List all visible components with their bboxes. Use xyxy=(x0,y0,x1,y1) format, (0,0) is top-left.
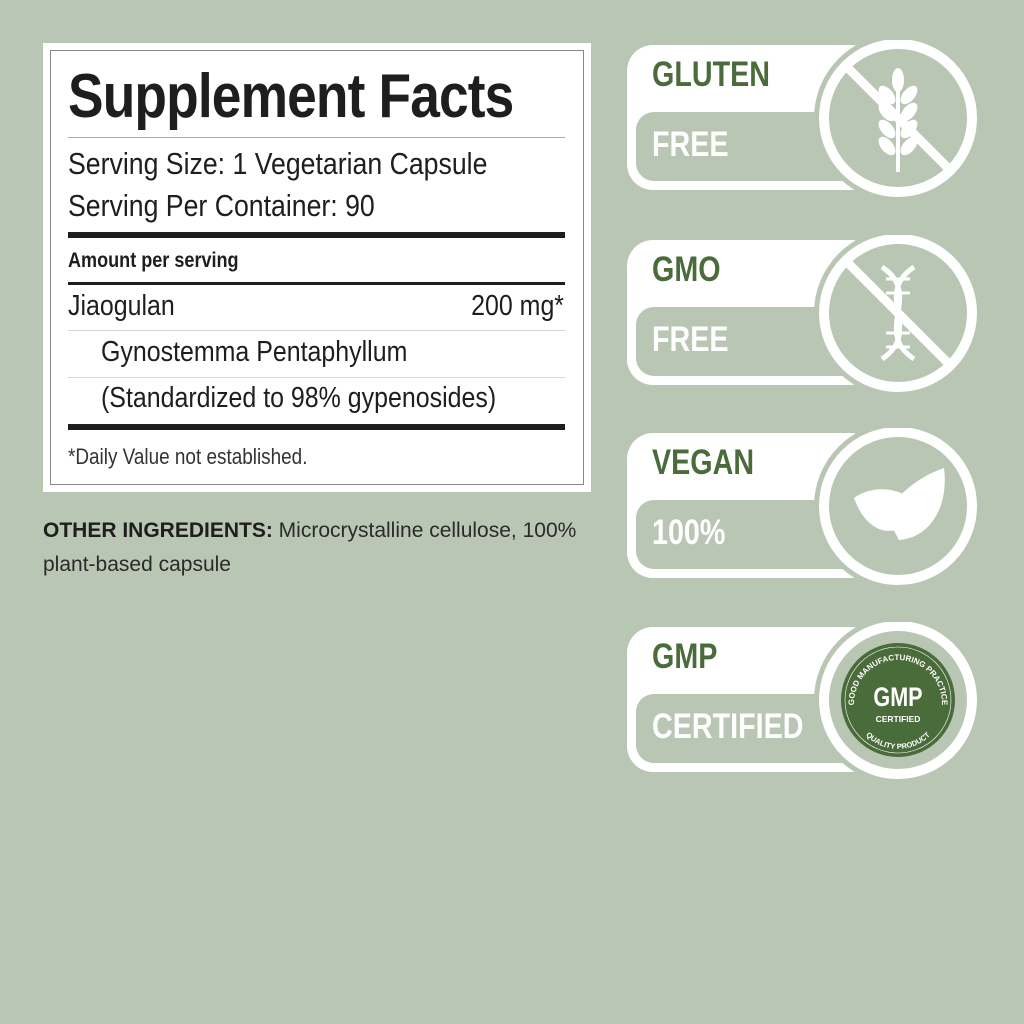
amount-header: Amount per serving xyxy=(68,249,239,272)
badge-frame xyxy=(627,40,982,200)
badge-gmp: GOOD MANUFACTURING PRACTICE QUALITY PRODU… xyxy=(624,622,984,782)
ingredient-standardization: (Standardized to 98% gypenosides) xyxy=(101,382,497,414)
facts-title: Supplement Facts xyxy=(68,62,514,131)
badge-bottom-text: 100% xyxy=(652,513,726,552)
badge-vegan: VEGAN 100% xyxy=(624,428,984,588)
badge-bottom-text: FREE xyxy=(652,125,729,164)
badge-gmo: GMO FREE xyxy=(624,235,984,395)
supplement-facts-label: Supplement Facts Serving Size: 1 Vegetar… xyxy=(43,43,591,492)
serving-size: Serving Size: 1 Vegetarian Capsule xyxy=(68,146,488,181)
servings-per-container: Serving Per Container: 90 xyxy=(68,188,375,223)
leaves-icon xyxy=(854,468,945,540)
ingredient-amount: 200 mg* xyxy=(471,290,564,322)
divider xyxy=(68,137,565,138)
no-wheat-icon xyxy=(842,62,954,174)
rule xyxy=(68,282,565,285)
seal-sub: CERTIFIED xyxy=(876,714,921,724)
badge-bottom-text: CERTIFIED xyxy=(652,707,804,746)
other-ingredients-text: Microcrystalline cellulose, 100% plant-b… xyxy=(43,519,577,576)
badge-gluten: GLUTEN FREE xyxy=(624,40,984,200)
seal-main: GMP xyxy=(873,683,922,713)
badge-bottom-text: FREE xyxy=(652,320,729,359)
footnote: *Daily Value not established. xyxy=(68,444,308,469)
thick-rule xyxy=(68,424,565,430)
label-border xyxy=(50,50,584,485)
badge-top-text: GMP xyxy=(652,637,718,676)
ingredient-name: Jiaogulan xyxy=(68,290,175,322)
badge-top-text: GLUTEN xyxy=(652,55,770,94)
divider xyxy=(68,377,565,378)
badge-frame xyxy=(627,235,982,395)
badge-top-text: GMO xyxy=(652,250,721,289)
ingredient-source: Gynostemma Pentaphyllum xyxy=(101,336,408,368)
other-ingredients: OTHER INGREDIENTS: Microcrystalline cell… xyxy=(43,514,603,582)
badge-frame xyxy=(627,428,982,588)
thick-rule xyxy=(68,232,565,238)
badge-top-text: VEGAN xyxy=(652,443,755,482)
other-ingredients-label: OTHER INGREDIENTS: xyxy=(43,519,273,542)
no-dna-icon xyxy=(842,257,954,369)
divider xyxy=(68,330,565,331)
